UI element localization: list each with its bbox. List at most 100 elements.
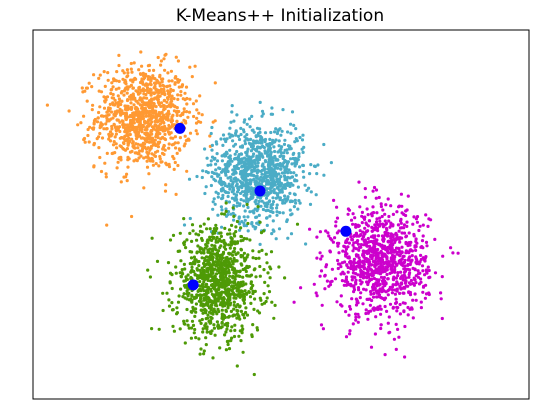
cluster-4-point <box>353 216 357 220</box>
cluster-1-point <box>185 110 189 114</box>
cluster-2-point <box>255 156 259 160</box>
cluster-3-point <box>228 296 232 300</box>
cluster-3-point <box>202 280 206 284</box>
cluster-2-point <box>229 120 233 124</box>
cluster-4-point <box>370 214 374 218</box>
cluster-4-point <box>439 291 443 295</box>
cluster-4-point <box>352 290 356 294</box>
cluster-2-point <box>247 141 251 145</box>
cluster-1-point <box>92 143 96 147</box>
cluster-2-point <box>258 242 262 246</box>
cluster-3-point <box>237 291 241 295</box>
cluster-4-point <box>320 303 324 307</box>
cluster-3-point <box>195 250 199 254</box>
cluster-2-point <box>224 207 228 211</box>
cluster-3-point <box>235 219 239 224</box>
cluster-2-point <box>216 195 220 199</box>
cluster-1-point <box>87 140 91 144</box>
cluster-2-point <box>260 172 264 176</box>
cluster-1-point <box>95 120 100 124</box>
cluster-3-point <box>216 261 220 265</box>
cluster-1-point <box>125 179 129 183</box>
cluster-3-point <box>216 293 220 297</box>
cluster-3-point <box>233 242 237 246</box>
cluster-4-point <box>407 273 411 277</box>
cluster-1-point <box>104 175 108 179</box>
cluster-4-point <box>355 240 359 244</box>
cluster-4-point <box>427 291 431 295</box>
cluster-2-point <box>280 145 284 149</box>
cluster-2-point <box>276 150 280 154</box>
cluster-1-point <box>97 110 101 115</box>
cluster-1-point <box>97 76 101 80</box>
cluster-3-point <box>215 272 219 276</box>
cluster-2-point <box>245 122 249 126</box>
cluster-3-point <box>241 283 246 287</box>
cluster-3-point <box>224 271 228 275</box>
cluster-2-point <box>228 148 232 152</box>
cluster-2-point <box>290 162 294 166</box>
cluster-4-point <box>369 292 373 296</box>
cluster-1-point <box>126 155 130 159</box>
cluster-4-point <box>392 337 396 341</box>
cluster-4-point <box>395 210 399 214</box>
cluster-1-point <box>151 159 155 163</box>
cluster-4-point <box>411 266 415 270</box>
cluster-3-point <box>198 229 202 233</box>
cluster-4-point <box>334 224 338 228</box>
cluster-2-point <box>278 211 282 215</box>
cluster-4-point <box>389 239 394 243</box>
cluster-2-point <box>289 131 293 135</box>
cluster-2-point <box>281 186 285 190</box>
cluster-3-point <box>217 239 222 243</box>
cluster-3-point <box>224 279 228 283</box>
cluster-1-point <box>130 70 134 74</box>
cluster-2-point <box>279 147 283 151</box>
cluster-3-point <box>195 238 199 242</box>
cluster-1-point <box>157 95 161 99</box>
cluster-4-point <box>339 265 343 269</box>
cluster-1-point <box>195 132 199 136</box>
cluster-3-point <box>229 329 233 333</box>
cluster-3-point <box>187 291 191 295</box>
cluster-4-point <box>423 296 427 300</box>
cluster-2-point <box>216 174 220 178</box>
cluster-3-point <box>244 269 248 274</box>
cluster-2-point <box>210 155 215 159</box>
cluster-4-point <box>412 215 416 219</box>
cluster-2-point <box>315 172 319 176</box>
cluster-4-point <box>356 242 360 246</box>
cluster-1-point <box>162 57 166 61</box>
cluster-1-point <box>111 96 116 100</box>
cluster-3-point <box>231 206 235 210</box>
cluster-4-point <box>377 265 381 269</box>
cluster-4-point <box>366 282 370 287</box>
cluster-1-point <box>114 142 118 146</box>
cluster-1-point <box>125 130 129 135</box>
cluster-3-point <box>233 281 237 285</box>
cluster-4-point <box>415 262 419 266</box>
cluster-2-point <box>231 211 235 215</box>
cluster-1-point <box>115 166 119 170</box>
cluster-2-point <box>243 142 247 146</box>
cluster-3-point <box>175 306 179 310</box>
cluster-4-point <box>417 228 421 233</box>
cluster-1-point <box>134 134 138 138</box>
cluster-4-point <box>341 249 345 253</box>
cluster-4-point <box>373 287 377 291</box>
cluster-4-point <box>385 309 389 313</box>
cluster-3-point <box>230 242 234 246</box>
cluster-1-point <box>129 97 133 101</box>
cluster-3-point <box>167 304 172 308</box>
cluster-1-point <box>123 87 127 91</box>
cluster-3-point <box>185 297 189 301</box>
cluster-1-point <box>125 123 129 127</box>
cluster-1-point <box>200 113 204 117</box>
cluster-2-point <box>279 151 283 155</box>
cluster-4-point <box>402 260 407 264</box>
cluster-4-point <box>417 282 422 286</box>
cluster-2-point <box>294 173 298 177</box>
cluster-4-point <box>323 273 327 277</box>
cluster-1-point <box>165 104 169 109</box>
cluster-1-point <box>86 133 90 138</box>
